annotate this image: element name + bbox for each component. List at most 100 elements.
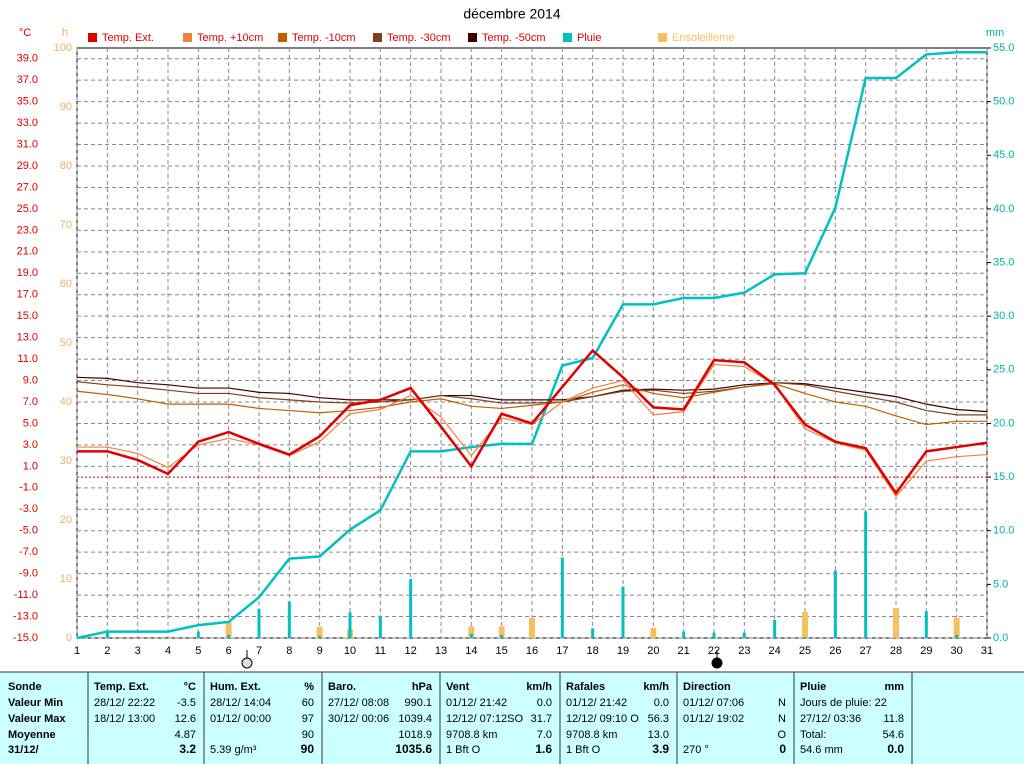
bar — [227, 634, 231, 638]
table-header: Rafales — [566, 681, 605, 693]
y-tick-label: 7.0 — [23, 396, 38, 408]
table-value: N — [778, 697, 786, 709]
table-cell: Total: — [800, 729, 826, 741]
table-cell: 9708.8 km — [446, 729, 497, 741]
table-value: 1.6 — [535, 742, 552, 756]
table-value: N — [778, 713, 786, 725]
y3-tick-label: 40 — [60, 396, 72, 408]
y-tick-label: 31.0 — [17, 138, 38, 150]
y3-tick-label: 100 — [54, 42, 72, 54]
table-value: 1039.4 — [398, 713, 432, 725]
table-cell: 5.39 g/m³ — [210, 744, 257, 756]
bar — [560, 557, 564, 638]
line — [76, 51, 987, 640]
x-tick-label: 7 — [256, 645, 262, 657]
y2-tick-label: 45.0 — [993, 149, 1014, 161]
table-value: 990.1 — [404, 697, 432, 709]
x-tick-label: 15 — [496, 645, 508, 657]
y2-tick-label: 0.0 — [993, 632, 1008, 644]
bar — [803, 636, 807, 638]
legend-swatch — [468, 33, 477, 42]
line — [76, 376, 988, 413]
y-tick-label: 37.0 — [17, 74, 38, 86]
bar — [318, 635, 322, 638]
x-tick-label: 17 — [556, 645, 568, 657]
y3-tick-label: 80 — [60, 160, 72, 172]
table-value: 3.9 — [652, 742, 669, 756]
x-tick-label: 10 — [344, 645, 356, 657]
table-cell: 28/12/ 14:04 — [210, 697, 271, 709]
moon-icon — [711, 657, 723, 669]
bar — [257, 609, 261, 638]
y2-tick-label: 55.0 — [993, 42, 1014, 54]
table-cell: 12/12/ 07:12SO — [446, 713, 524, 725]
legend-swatch — [373, 33, 382, 42]
row-label: Valeur Max — [8, 713, 66, 725]
x-tick-label: 31 — [981, 645, 993, 657]
table-unit: km/h — [643, 681, 669, 693]
bar — [409, 579, 413, 638]
bar — [591, 628, 595, 638]
table-value: 56.3 — [648, 713, 669, 725]
y-tick-label: -5.0 — [19, 525, 38, 537]
table-cell: 30/12/ 00:06 — [328, 713, 389, 725]
moon-icon — [241, 657, 253, 669]
y-tick-label: 15.0 — [17, 310, 38, 322]
x-tick-label: 22 — [708, 645, 720, 657]
table-value: 1035.6 — [395, 742, 432, 756]
y2-tick-label: 15.0 — [993, 471, 1014, 483]
bar — [469, 633, 473, 638]
table-cell: 54.6 mm — [800, 744, 843, 756]
line — [76, 381, 987, 416]
bar — [196, 631, 200, 638]
y-tick-label: -1.0 — [19, 482, 38, 494]
table-value: 12.6 — [175, 713, 196, 725]
row-label: Valeur Min — [8, 697, 63, 709]
table-value: 7.0 — [537, 729, 552, 741]
bar — [498, 626, 505, 638]
stats-background — [0, 672, 1024, 764]
table-cell: 01/12/ 00:00 — [210, 713, 271, 725]
y-tick-label: 1.0 — [23, 460, 38, 472]
y3-tick-label: 20 — [60, 514, 72, 526]
legend-label: Temp. -10cm — [292, 32, 356, 44]
y3-tick-label: 70 — [60, 219, 72, 231]
legend-swatch — [278, 33, 287, 42]
y-tick-label: 35.0 — [17, 96, 38, 108]
legend-label: Temp. -50cm — [482, 32, 546, 44]
y-tick-label: -15.0 — [13, 632, 38, 644]
y3-unit: h — [62, 27, 68, 39]
bar — [893, 607, 899, 638]
bar — [802, 612, 808, 638]
table-unit: °C — [184, 681, 196, 693]
y-tick-label: 33.0 — [17, 117, 38, 129]
bar — [468, 626, 475, 638]
y2-tick-label: 35.0 — [993, 256, 1014, 268]
x-tick-label: 29 — [920, 645, 932, 657]
y-tick-label: 27.0 — [17, 181, 38, 193]
legend-label: Pluie — [577, 32, 601, 44]
y-unit: °C — [19, 27, 31, 39]
table-value: 0.0 — [654, 697, 669, 709]
y-tick-label: -11.0 — [14, 589, 38, 601]
y-tick-label: 11.0 — [17, 353, 38, 365]
table-value: 97 — [302, 713, 314, 725]
table-header: Sonde — [8, 681, 42, 693]
y-tick-label: 29.0 — [17, 160, 38, 172]
y2-tick-label: 10.0 — [993, 525, 1014, 537]
legend-swatch — [563, 33, 572, 42]
legend-label: Ensoleilleme — [672, 32, 734, 44]
x-tick-label: 8 — [286, 645, 292, 657]
y-tick-label: 3.0 — [23, 439, 38, 451]
bar — [924, 611, 928, 638]
bar — [773, 619, 777, 638]
x-tick-label: 5 — [195, 645, 201, 657]
bar — [500, 634, 504, 638]
x-tick-label: 21 — [678, 645, 690, 657]
y2-unit: mm — [986, 27, 1004, 39]
x-tick-label: 4 — [165, 645, 171, 657]
x-tick-label: 12 — [405, 645, 417, 657]
bar — [348, 612, 352, 638]
legend-swatch — [183, 33, 192, 42]
table-value: 0 — [779, 742, 786, 756]
